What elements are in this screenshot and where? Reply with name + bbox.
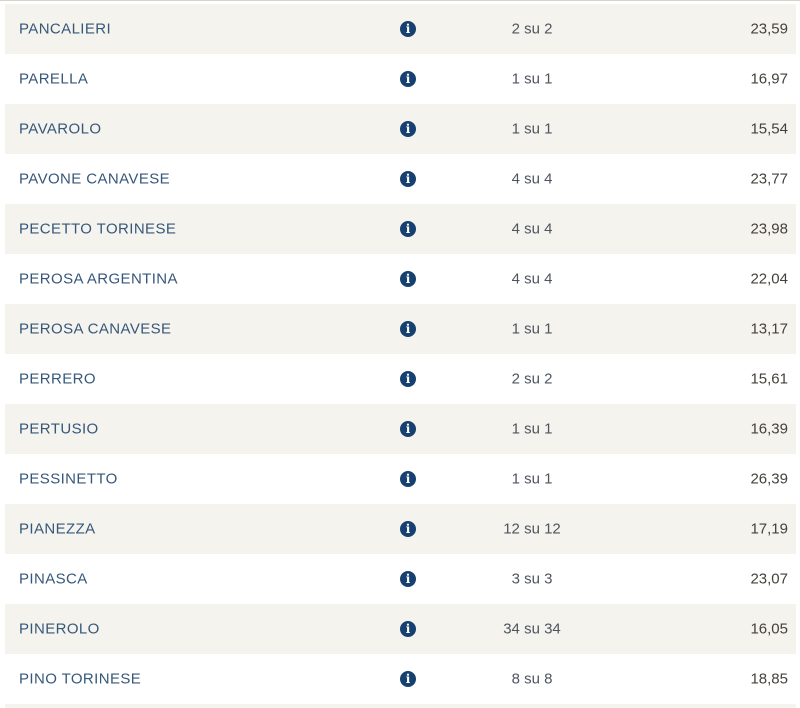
result-percentage-value: 22,04 — [750, 270, 788, 288]
info-circle-icon: i — [400, 221, 416, 237]
info-icon[interactable]: i — [395, 671, 421, 687]
result-percentage-value: 13,17 — [750, 320, 788, 338]
table-row: PINEROLO i 34 su 34 16,05 — [5, 604, 796, 654]
info-icon[interactable]: i — [395, 471, 421, 487]
municipality-link[interactable]: PIANEZZA — [19, 520, 96, 538]
result-percentage-value: 16,97 — [750, 70, 788, 88]
table-row: PINASCA i 3 su 3 23,07 — [5, 554, 796, 604]
table-row: PANCALIERI i 2 su 2 23,59 — [5, 4, 796, 54]
table-row: PAVAROLO i 1 su 1 15,54 — [5, 104, 796, 154]
municipality-link[interactable]: PINASCA — [19, 570, 88, 588]
table-row: PAVONE CANAVESE i 4 su 4 23,77 — [5, 154, 796, 204]
info-circle-icon: i — [400, 21, 416, 37]
info-icon[interactable]: i — [395, 271, 421, 287]
info-icon[interactable]: i — [395, 71, 421, 87]
info-icon[interactable]: i — [395, 221, 421, 237]
municipality-link[interactable]: PINO TORINESE — [19, 670, 142, 688]
municipality-link[interactable]: PANCALIERI — [19, 20, 112, 38]
info-circle-icon: i — [400, 471, 416, 487]
table-row: PARELLA i 1 su 1 16,97 — [5, 54, 796, 104]
sections-reported-count: 1 su 1 — [511, 120, 553, 138]
municipality-link[interactable]: PAVONE CANAVESE — [19, 170, 171, 188]
table-top-border — [0, 0, 800, 1]
table-row: PIANEZZA i 12 su 12 17,19 — [5, 504, 796, 554]
result-percentage-value: 23,77 — [750, 170, 788, 188]
result-percentage-value: 23,07 — [750, 570, 788, 588]
info-icon[interactable]: i — [395, 371, 421, 387]
result-percentage-value: 16,05 — [750, 620, 788, 638]
sections-reported-count: 3 su 3 — [511, 570, 553, 588]
sections-reported-count: 1 su 1 — [511, 420, 553, 438]
table-row: PEROSA CANAVESE i 1 su 1 13,17 — [5, 304, 796, 354]
info-icon[interactable]: i — [395, 521, 421, 537]
sections-reported-count: 1 su 1 — [511, 70, 553, 88]
municipality-link[interactable]: PERTUSIO — [19, 420, 99, 438]
info-circle-icon: i — [400, 271, 416, 287]
sections-reported-count: 4 su 4 — [511, 270, 553, 288]
info-circle-icon: i — [400, 121, 416, 137]
result-percentage-value: 26,39 — [750, 470, 788, 488]
sections-reported-count: 8 su 8 — [511, 670, 553, 688]
result-percentage-value: 18,85 — [750, 670, 788, 688]
info-circle-icon: i — [400, 321, 416, 337]
sections-reported-count: 4 su 4 — [511, 170, 553, 188]
sections-reported-count: 1 su 1 — [511, 470, 553, 488]
info-circle-icon: i — [400, 521, 416, 537]
info-icon[interactable]: i — [395, 621, 421, 637]
municipality-link[interactable]: PEROSA CANAVESE — [19, 320, 172, 338]
info-circle-icon: i — [400, 371, 416, 387]
municipality-link[interactable]: PEROSA ARGENTINA — [19, 270, 178, 288]
table-top-spacer — [0, 1, 800, 4]
info-icon[interactable]: i — [395, 321, 421, 337]
info-icon[interactable]: i — [395, 121, 421, 137]
result-percentage-value: 15,54 — [750, 120, 788, 138]
municipality-link[interactable]: PARELLA — [19, 70, 89, 88]
info-icon[interactable]: i — [395, 421, 421, 437]
table-row: PERTUSIO i 1 su 1 16,39 — [5, 404, 796, 454]
municipality-link[interactable]: PINEROLO — [19, 620, 100, 638]
info-icon[interactable]: i — [395, 21, 421, 37]
info-circle-icon: i — [400, 621, 416, 637]
info-circle-icon: i — [400, 171, 416, 187]
municipality-link[interactable]: PAVAROLO — [19, 120, 102, 138]
sections-reported-count: 2 su 2 — [511, 20, 553, 38]
sections-reported-count: 12 su 12 — [503, 520, 561, 538]
result-percentage-value: 16,39 — [750, 420, 788, 438]
municipality-results-table: PANCALIERI i 2 su 2 23,59 PARELLA i 1 su… — [5, 4, 796, 704]
municipality-link[interactable]: PECETTO TORINESE — [19, 220, 177, 238]
table-row: PERRERO i 2 su 2 15,61 — [5, 354, 796, 404]
municipality-link[interactable]: PESSINETTO — [19, 470, 118, 488]
info-circle-icon: i — [400, 421, 416, 437]
result-percentage-value: 15,61 — [750, 370, 788, 388]
table-row: PEROSA ARGENTINA i 4 su 4 22,04 — [5, 254, 796, 304]
info-icon[interactable]: i — [395, 171, 421, 187]
info-icon[interactable]: i — [395, 571, 421, 587]
info-circle-icon: i — [400, 571, 416, 587]
info-circle-icon: i — [400, 671, 416, 687]
next-row-partial-strip — [5, 704, 796, 708]
sections-reported-count: 1 su 1 — [511, 320, 553, 338]
sections-reported-count: 4 su 4 — [511, 220, 553, 238]
table-row: PINO TORINESE i 8 su 8 18,85 — [5, 654, 796, 704]
result-percentage-value: 23,98 — [750, 220, 788, 238]
sections-reported-count: 34 su 34 — [503, 620, 561, 638]
result-percentage-value: 17,19 — [750, 520, 788, 538]
table-row: PECETTO TORINESE i 4 su 4 23,98 — [5, 204, 796, 254]
table-row: PESSINETTO i 1 su 1 26,39 — [5, 454, 796, 504]
result-percentage-value: 23,59 — [750, 20, 788, 38]
municipality-link[interactable]: PERRERO — [19, 370, 96, 388]
sections-reported-count: 2 su 2 — [511, 370, 553, 388]
info-circle-icon: i — [400, 71, 416, 87]
